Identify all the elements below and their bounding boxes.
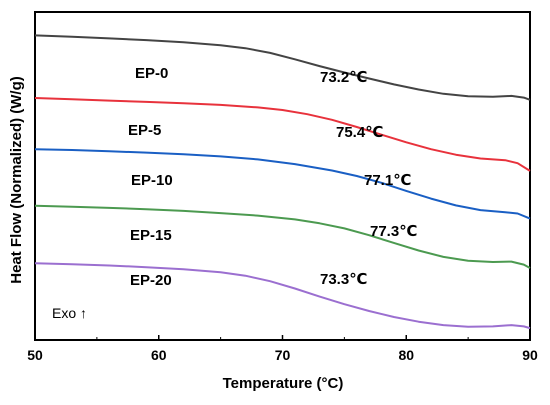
series-line-ep-10 xyxy=(34,148,531,220)
exo-annotation: Exo ↑ xyxy=(52,305,87,321)
tg-label-ep-20: 73.3℃ xyxy=(320,271,367,288)
x-axis-label: Temperature (°C) xyxy=(223,375,344,392)
x-tick-label-80: 80 xyxy=(398,347,414,363)
x-tick-label-70: 70 xyxy=(275,347,291,363)
tg-label-ep-10: 77.1℃ xyxy=(364,172,411,189)
series-label-ep-10: EP-10 xyxy=(131,172,173,189)
series-line-ep-0 xyxy=(34,34,531,101)
y-axis-label: Heat Flow (Normalized) (W/g) xyxy=(8,76,25,284)
tg-label-ep-15: 77.3℃ xyxy=(370,223,417,240)
plot-layer: 50 60 70 80 90 EP-0 73.2℃ EP-5 75.4℃ EP-10 77.1℃ EP… xyxy=(27,11,538,363)
x-tick-label-60: 60 xyxy=(151,347,167,363)
series-line-ep-20 xyxy=(34,262,531,330)
series-label-ep-5: EP-5 xyxy=(128,122,161,139)
tg-label-ep-0: 73.2℃ xyxy=(320,69,367,86)
series-label-ep-0: EP-0 xyxy=(135,65,168,82)
x-tick-label-50: 50 xyxy=(27,347,43,363)
series-label-ep-15: EP-15 xyxy=(130,227,172,244)
plot-frame xyxy=(34,11,531,341)
tg-label-ep-5: 75.4℃ xyxy=(336,124,383,141)
series-label-ep-20: EP-20 xyxy=(130,272,172,289)
x-tick-label-90: 90 xyxy=(522,347,538,363)
series-line-ep-5 xyxy=(34,97,531,172)
series-line-ep-15 xyxy=(34,204,531,269)
